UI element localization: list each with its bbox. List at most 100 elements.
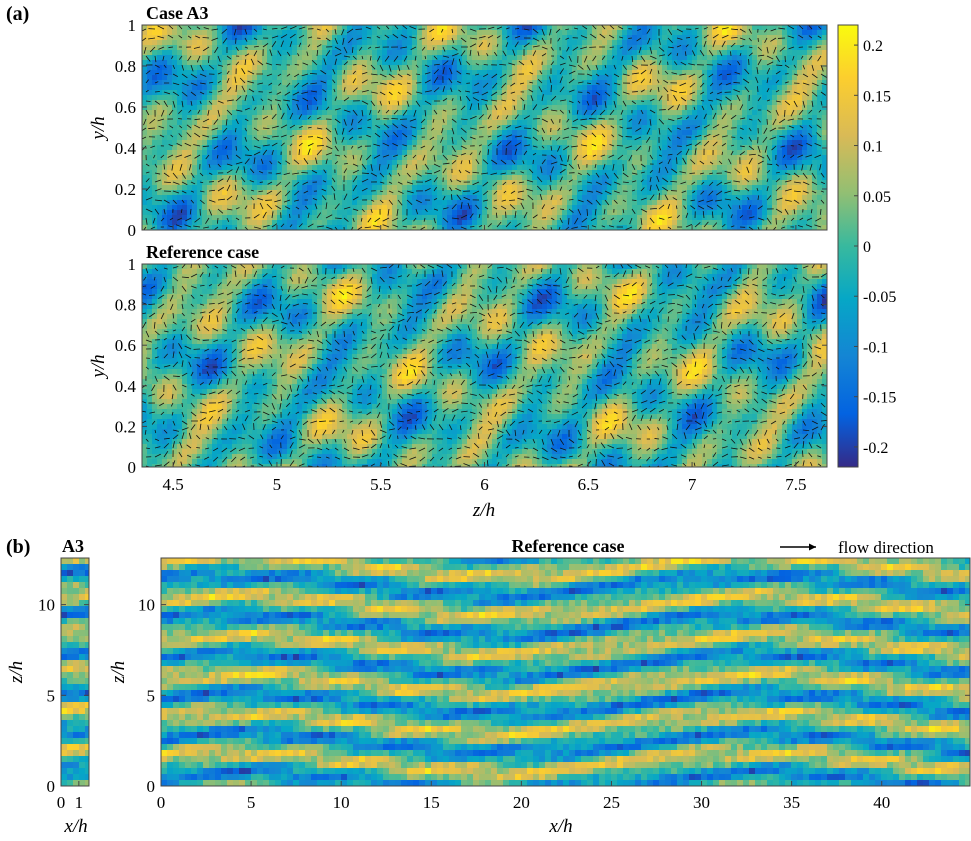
- heatmap-cell: [447, 50, 453, 56]
- heatmap-cell: [357, 195, 363, 201]
- heatmap-cell: [252, 140, 258, 146]
- heatmap-cell: [442, 65, 448, 71]
- heatmap-cell: [187, 115, 193, 121]
- heatmap-cell: [417, 115, 423, 121]
- heatmap-cell: [522, 110, 528, 116]
- heatmap-cell: [642, 115, 648, 121]
- heatmap-cell: [522, 180, 528, 186]
- heatmap-cell: [802, 65, 808, 71]
- heatmap-cell: [422, 85, 428, 91]
- heatmap-cell: [367, 130, 373, 136]
- heatmap-cell: [227, 125, 233, 131]
- heatmap-cell: [412, 105, 418, 111]
- heatmap-cell: [617, 100, 623, 106]
- heatmap-cell: [297, 185, 303, 191]
- heatmap-cell: [602, 90, 608, 96]
- heatmap-cell: [487, 155, 493, 161]
- heatmap-cell: [497, 50, 503, 56]
- heatmap-cell: [372, 185, 378, 191]
- heatmap-cell: [197, 30, 203, 36]
- heatmap-cell: [452, 165, 458, 171]
- heatmap-cell: [802, 55, 808, 61]
- heatmap-cell: [462, 165, 468, 171]
- heatmap-cell: [217, 50, 223, 56]
- heatmap-cell: [657, 65, 663, 71]
- heatmap-cell: [177, 95, 183, 101]
- heatmap-cell: [527, 175, 533, 181]
- heatmap-cell: [422, 90, 428, 96]
- heatmap-cell: [207, 30, 213, 36]
- heatmap-cell: [402, 100, 408, 106]
- heatmap-cell: [712, 120, 718, 126]
- heatmap-cell: [407, 170, 413, 176]
- heatmap-cell: [532, 90, 538, 96]
- heatmap-cell: [462, 185, 468, 191]
- heatmap-cell: [472, 75, 478, 81]
- heatmap-cell: [397, 95, 403, 101]
- heatmap-cell: [752, 180, 758, 186]
- heatmap-cell: [737, 125, 743, 131]
- heatmap-cell: [407, 160, 413, 166]
- heatmap-cell: [582, 170, 588, 176]
- heatmap-cell: [617, 50, 623, 56]
- heatmap-cell: [192, 85, 198, 91]
- heatmap-cell: [482, 65, 488, 71]
- heatmap-cell: [367, 50, 373, 56]
- heatmap-cell: [167, 105, 173, 111]
- heatmap-cell: [242, 105, 248, 111]
- heatmap-cell: [552, 170, 558, 176]
- heatmap-cell: [317, 30, 323, 36]
- heatmap-cell: [192, 205, 198, 211]
- heatmap-cell: [332, 95, 338, 101]
- heatmap-cell: [392, 200, 398, 206]
- heatmap-cell: [632, 50, 638, 56]
- heatmap-cell: [652, 85, 658, 91]
- heatmap-cell: [522, 30, 528, 36]
- heatmap-cell: [347, 160, 353, 166]
- heatmap-cell: [317, 55, 323, 61]
- heatmap-cell: [242, 95, 248, 101]
- heatmap-cell: [167, 30, 173, 36]
- heatmap-cell: [172, 50, 178, 56]
- heatmap-cell: [562, 60, 568, 66]
- heatmap-cell: [627, 170, 633, 176]
- heatmap-cell: [187, 105, 193, 111]
- heatmap-cell: [397, 105, 403, 111]
- heatmap-cell: [742, 145, 748, 151]
- heatmap-cell: [617, 185, 623, 191]
- heatmap-cell: [362, 35, 368, 41]
- heatmap-cell: [672, 175, 678, 181]
- heatmap-cell: [327, 170, 333, 176]
- heatmap-cell: [817, 80, 823, 86]
- heatmap-cell: [152, 170, 158, 176]
- heatmap-cell: [702, 130, 708, 136]
- heatmap-cell: [647, 200, 653, 206]
- heatmap-cell: [402, 105, 408, 111]
- heatmap-cell: [442, 45, 448, 51]
- heatmap-cell: [522, 50, 528, 56]
- heatmap-cell: [597, 135, 603, 141]
- heatmap-cell: [732, 30, 738, 36]
- heatmap-cell: [257, 90, 263, 96]
- heatmap-cell: [357, 140, 363, 146]
- heatmap-cell: [197, 140, 203, 146]
- heatmap-cell: [402, 195, 408, 201]
- heatmap-cell: [157, 70, 163, 76]
- heatmap-cell: [777, 50, 783, 56]
- heatmap-cell: [707, 55, 713, 61]
- heatmap-cell: [332, 125, 338, 131]
- heatmap-cell: [802, 50, 808, 56]
- heatmap-cell: [227, 65, 233, 71]
- heatmap-cell: [257, 120, 263, 126]
- heatmap-cell: [767, 180, 773, 186]
- heatmap-cell: [527, 155, 533, 161]
- heatmap-cell: [432, 150, 438, 156]
- heatmap-cell: [597, 145, 603, 151]
- heatmap-cell: [342, 170, 348, 176]
- heatmap-cell: [622, 75, 628, 81]
- heatmap-cell: [492, 95, 498, 101]
- heatmap-cell: [232, 130, 238, 136]
- heatmap-cell: [437, 40, 443, 46]
- heatmap-cell: [432, 140, 438, 146]
- heatmap-cell: [772, 175, 778, 181]
